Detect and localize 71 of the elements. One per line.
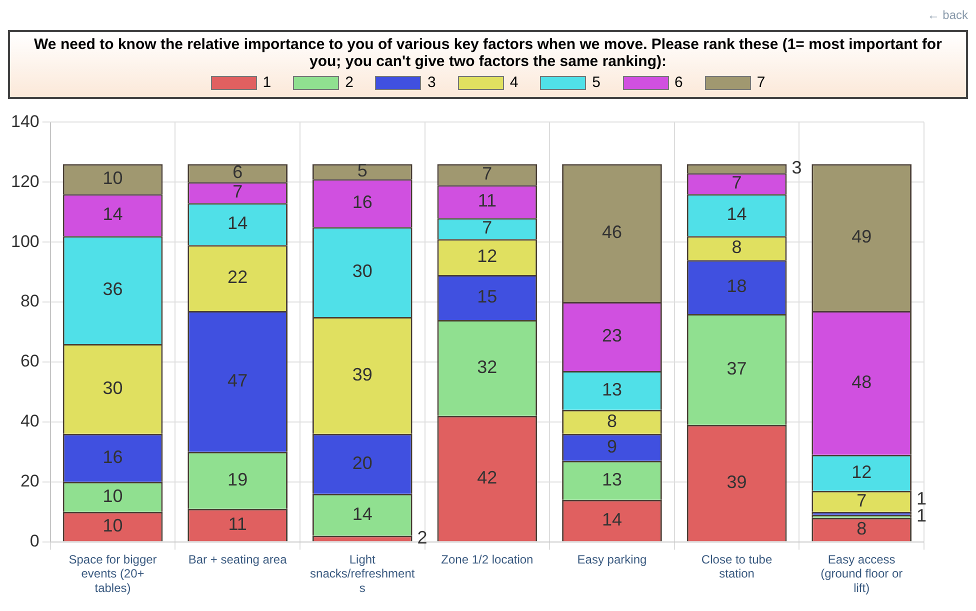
data-label: 13 [602, 379, 622, 400]
data-label: 19 [228, 469, 248, 490]
data-label: 30 [352, 261, 372, 282]
data-label: 15 [477, 286, 498, 306]
data-label: 16 [352, 192, 372, 212]
y-tick-label: 100 [10, 232, 40, 251]
data-label: 20 [352, 452, 372, 473]
data-label: 10 [102, 516, 123, 536]
data-label: 8 [606, 410, 617, 431]
data-label: 14 [228, 213, 248, 234]
data-label: 36 [102, 279, 123, 300]
x-tick-label: Zone 1/2 location [441, 552, 534, 566]
data-label: 48 [852, 372, 872, 392]
legend-label: 6 [674, 74, 683, 91]
data-label: 10 [102, 486, 123, 506]
data-label: 14 [726, 204, 747, 224]
data-label: 49 [852, 226, 872, 247]
data-label: 12 [477, 246, 498, 266]
y-tick-label: 140 [10, 112, 40, 131]
data-label: 8 [856, 518, 867, 539]
data-label: 11 [478, 190, 497, 211]
data-label: 30 [102, 378, 123, 398]
data-label: 22 [228, 267, 248, 288]
data-label: 42 [477, 468, 498, 488]
data-label: 10 [102, 168, 123, 188]
x-tick-label: Space for bigger events (20+ tables) [68, 552, 157, 596]
data-label: 9 [606, 436, 617, 456]
y-tick-label: 0 [30, 531, 40, 550]
data-label: 13 [602, 469, 622, 490]
data-label: 32 [477, 356, 498, 377]
data-label: 14 [352, 504, 372, 524]
y-tick-label: 120 [10, 172, 40, 191]
data-label: 8 [732, 237, 742, 258]
legend-label: 1 [262, 74, 272, 91]
data-label: 7 [482, 218, 492, 238]
data-label: 14 [102, 204, 123, 224]
data-label: 18 [726, 276, 747, 296]
data-label: 7 [732, 172, 742, 193]
legend-label: 4 [510, 74, 518, 91]
y-tick-label: 20 [20, 472, 40, 491]
data-label: 39 [352, 364, 372, 384]
data-label: 46 [602, 222, 622, 242]
y-tick-label: 80 [20, 292, 40, 311]
data-label: 14 [602, 510, 622, 530]
legend-label: 2 [345, 74, 354, 91]
data-label: 2 [417, 528, 428, 548]
data-label: 5 [357, 160, 368, 181]
x-tick-label: Easy parking [577, 552, 647, 566]
x-tick-label: Bar + seating area [188, 552, 288, 566]
chart-title: We need to know the relative importance to you of various key factors when we move. Please rank these (1= most important for you; you can't give two factors the same ranking): [33, 36, 943, 70]
data-label: 37 [726, 358, 747, 378]
data-label: 7 [482, 164, 492, 184]
legend-label: 3 [427, 74, 436, 91]
y-tick-label: 60 [20, 352, 40, 371]
y-tick-label: 40 [20, 412, 40, 431]
legend-label: 5 [592, 74, 601, 91]
data-label: 11 [228, 514, 247, 534]
legend-label: 7 [756, 74, 766, 91]
x-tick-label: Close to tube station [701, 552, 772, 581]
data-label: 23 [602, 325, 622, 346]
text: ← back [926, 8, 968, 24]
data-label: 39 [726, 472, 747, 492]
data-label: 3 [792, 158, 802, 178]
data-label: 7 [856, 490, 867, 510]
data-label: 47 [228, 370, 248, 390]
data-label: 12 [852, 462, 872, 482]
x-tick-label: Easy access (ground floor or lift) [820, 552, 903, 596]
x-tick-label: Light snacks/refreshments [310, 552, 416, 596]
data-label: 7 [232, 182, 243, 202]
data-label: 6 [232, 162, 243, 182]
data-label: 16 [102, 446, 123, 467]
